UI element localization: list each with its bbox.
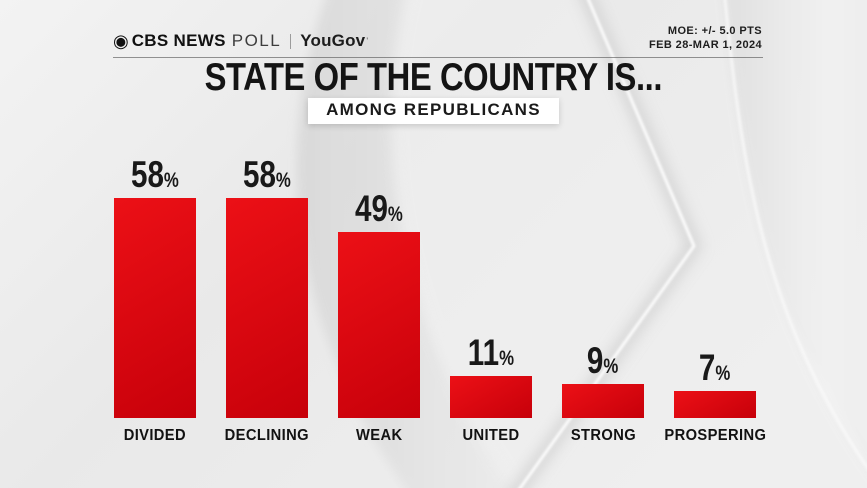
brand-yougov: YouGov xyxy=(300,31,366,50)
bar-column: 9% STRONG xyxy=(562,339,644,446)
bar xyxy=(226,198,308,418)
brand-cbs-news: CBS NEWS xyxy=(131,31,226,50)
page-title: STATE OF THE COUNTRY IS... xyxy=(0,58,867,97)
moe-line2: FEB 28-MAR 1, 2024 xyxy=(649,38,762,51)
bar-value-label: 7% xyxy=(699,346,731,388)
bar xyxy=(674,391,756,418)
bar-column: 49% WEAK xyxy=(338,187,420,446)
moe-line1: MOE: +/- 5.0 PTS xyxy=(667,25,762,37)
bar-column: 58% DIVIDED xyxy=(114,153,196,446)
bar-value-label: 9% xyxy=(587,339,619,381)
brand-lockup: ◉ CBS NEWS POLL YouGov ' xyxy=(113,31,368,51)
yougov-tick-mark: ' xyxy=(366,36,369,46)
bar-category-label: DECLINING xyxy=(224,427,310,444)
page-title-text: STATE OF THE COUNTRY IS... xyxy=(204,56,663,99)
bar-value-label: 49% xyxy=(355,187,403,229)
bar xyxy=(114,198,196,418)
moe-note: MOE: +/- 5.0 PTS FEB 28-MAR 1, 2024 xyxy=(649,25,762,53)
bar-category-label: DIVIDED xyxy=(123,427,187,444)
bar-category-label: PROSPERING xyxy=(664,427,766,444)
header-divider-line xyxy=(113,57,763,58)
bar-column: 7% PROSPERING xyxy=(664,346,765,446)
bar xyxy=(562,384,644,418)
bar-chart: 58% DIVIDED 58% DECLINING 49% WEAK 11% U… xyxy=(114,146,766,446)
bar-value-label: 58% xyxy=(243,153,291,195)
bar-value-label: 58% xyxy=(131,153,179,195)
subtitle-badge: AMONG REPUBLICANS xyxy=(308,98,559,124)
bar-column: 58% DECLINING xyxy=(224,153,310,446)
cbs-eye-icon: ◉ xyxy=(113,31,129,51)
bar xyxy=(338,232,420,418)
bar xyxy=(450,376,532,418)
bar-value-label: 11% xyxy=(467,331,515,373)
brand-divider xyxy=(290,33,292,49)
bar-category-label: STRONG xyxy=(570,427,636,444)
bar-category-label: WEAK xyxy=(355,427,403,444)
brand-poll: POLL xyxy=(231,31,282,50)
bar-category-label: UNITED xyxy=(462,427,520,444)
subtitle-wrap: AMONG REPUBLICANS xyxy=(0,98,867,124)
bar-column: 11% UNITED xyxy=(450,331,532,446)
